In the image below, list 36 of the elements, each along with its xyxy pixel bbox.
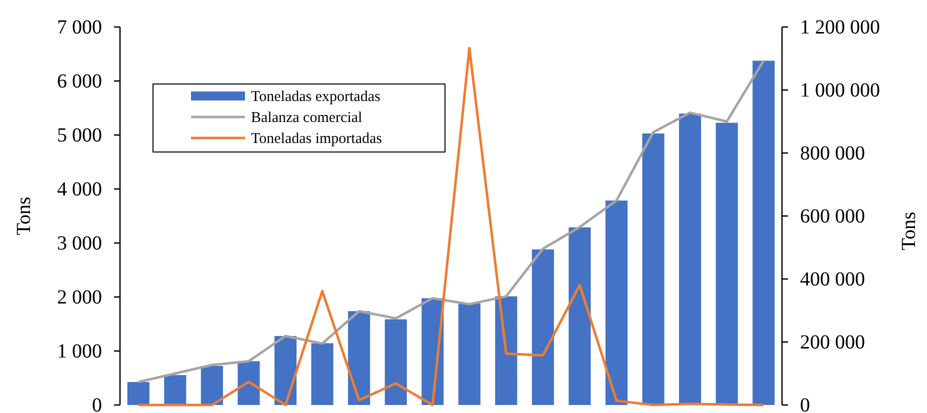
bar	[605, 200, 628, 405]
bar	[127, 382, 150, 405]
bar	[200, 366, 223, 405]
bar	[348, 311, 370, 405]
y2-tick-label: 1 000 000	[800, 79, 880, 102]
y2-tick-label: 400 000	[800, 268, 865, 290]
y2-axis-title: Tons	[898, 211, 920, 250]
bar	[238, 361, 260, 405]
legend-label: Balanza comercial	[251, 110, 362, 126]
legend-label: Toneladas exportadas	[251, 89, 380, 105]
bar	[495, 296, 518, 405]
y-tick-label: 5 000	[57, 124, 102, 146]
y-tick-label: 1 000	[57, 340, 102, 362]
y-tick-label: 2 000	[57, 286, 102, 308]
y2-tick-label: 0	[800, 394, 810, 413]
y-axis-title: Tons	[13, 196, 35, 236]
bar	[384, 319, 407, 405]
y-tick-label: 4 000	[57, 178, 102, 200]
y-tick-label: 7 000	[57, 16, 102, 38]
y2-tick-label: 200 000	[800, 331, 865, 354]
bar	[716, 122, 738, 405]
bar	[458, 303, 480, 405]
y-tick-label: 0	[92, 394, 102, 413]
y2-tick-label: 600 000	[800, 205, 865, 228]
bar	[679, 114, 702, 405]
y-tick-label: 6 000	[57, 70, 102, 92]
bar	[568, 227, 591, 405]
bar	[311, 343, 334, 405]
bar	[642, 133, 664, 405]
y2-tick-label: 800 000	[800, 142, 865, 164]
y2-tick-label: 1 200 000	[800, 16, 880, 38]
bar	[532, 249, 554, 405]
bar	[752, 60, 775, 405]
y-tick-label: 3 000	[57, 232, 102, 254]
legend-label: Toneladas importadas	[251, 131, 382, 147]
bar	[164, 375, 186, 405]
